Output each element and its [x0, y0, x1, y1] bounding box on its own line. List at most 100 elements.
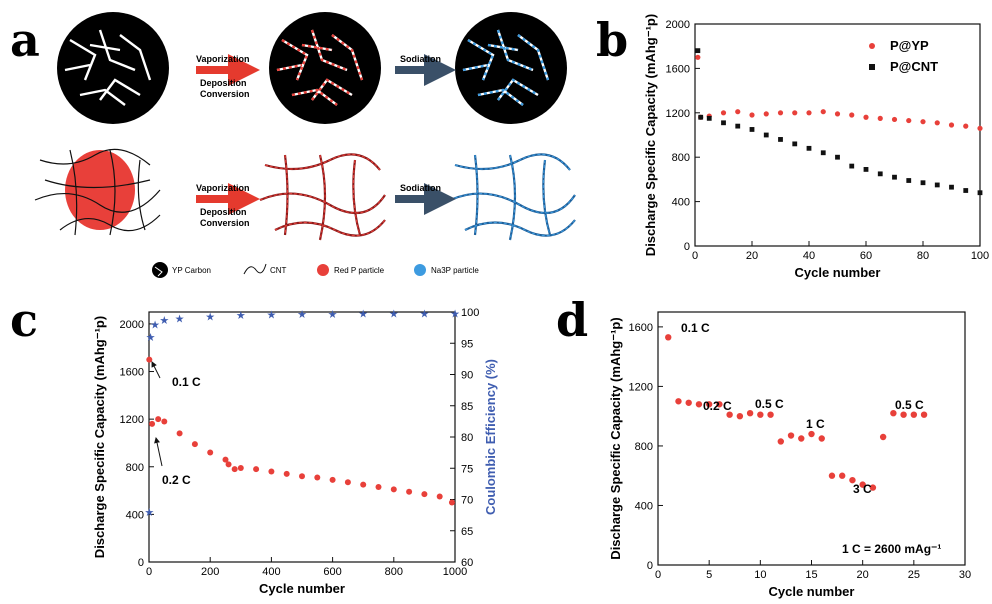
- chart-c-xtick-label: 1000: [443, 566, 467, 578]
- chart-c-series-capacity-point: [314, 474, 321, 481]
- chart-c-y2tick-label: 70: [461, 495, 473, 507]
- chart-b-xtick-label: 20: [746, 250, 758, 262]
- chart-d-ytick-label: 1600: [629, 322, 653, 334]
- chart-d-series-capacity-point: [798, 435, 805, 442]
- chart-c-plot-frame: [148, 311, 456, 563]
- cnt-network-blue: [449, 153, 576, 241]
- chart-c-series-capacity-point: [225, 461, 232, 468]
- chart-b-ytick-label: 400: [672, 197, 690, 209]
- chart-d-series-capacity-point: [920, 411, 928, 418]
- yp-carbon-circle: [57, 12, 169, 124]
- chart-b-series-p-yp-point: [695, 54, 701, 60]
- chart-d-series-capacity-point: [746, 410, 754, 417]
- chart-b-legend-p-yp: P@YP: [890, 38, 929, 53]
- chart-d-xtick-label: 20: [857, 569, 869, 581]
- chart-c-series-capacity-point: [448, 499, 455, 506]
- chart-c-y2tick-label: 100: [461, 307, 479, 319]
- chart-b-series-p-yp-point: [877, 115, 883, 121]
- chart-b-xtick-label: 60: [860, 250, 872, 262]
- chart-c: 0 200 400 600 800 1000 0 400 800 1200 1600 2000 Cycl…: [92, 307, 498, 596]
- chart-c-ytick-label: 1200: [120, 414, 144, 426]
- chart-d-rate-label: 0.1 C: [681, 321, 710, 335]
- chart-c-y2tick-label: 90: [461, 370, 473, 382]
- chart-c-series-capacity-point: [231, 466, 238, 473]
- schematic-panel: Vaporization Deposition Conversion Sodia…: [34, 12, 576, 278]
- chart-d-series-capacity-point: [695, 401, 703, 408]
- chart-c-series-ce-point: ★: [266, 310, 276, 322]
- chart-b-series-p-yp-point: [820, 109, 826, 115]
- chart-b-series-p-cnt-point: [906, 178, 912, 183]
- chart-c-ytick-label: 0: [138, 557, 144, 569]
- chart-c-ytick-label: 400: [126, 509, 144, 521]
- chart-b-series-p-cnt-point: [763, 132, 769, 138]
- chart-c-series-capacity-point: [176, 430, 183, 437]
- chart-d-series-capacity-point: [757, 411, 764, 418]
- chart-b-xlabel: Cycle number: [795, 265, 881, 280]
- sodiation-label-2: Sodiation: [400, 183, 441, 193]
- chart-c-series-ce-point: ★: [150, 320, 160, 332]
- chart-c-series-ce-point: ★: [205, 311, 215, 323]
- chart-c-xlabel: Cycle number: [259, 581, 345, 596]
- chart-c-series-capacity-point: [406, 488, 413, 495]
- chart-d-rate-label: 1 C: [806, 417, 825, 431]
- chart-b-legend-p-cnt-marker: [869, 64, 875, 70]
- cnt-network-red-p: [34, 148, 161, 236]
- chart-c-y2tick-label: 75: [461, 463, 473, 475]
- chart-b-series-p-yp-point: [863, 114, 869, 120]
- chart-c-xtick-label: 400: [262, 566, 280, 578]
- chart-c-series-capacity-point: [191, 441, 198, 448]
- chart-b-series-p-yp-point: [891, 116, 898, 123]
- chart-c-series-capacity-point: [222, 456, 229, 463]
- chart-d-rate-label: 0.5 C: [895, 398, 924, 412]
- legend-yp-carbon: YP Carbon: [172, 266, 211, 275]
- chart-b-series-p-yp-point: [777, 110, 784, 116]
- cnt-network-red: [259, 153, 386, 241]
- chart-d-series-capacity-point: [828, 472, 836, 479]
- chart-b-ytick-label: 1600: [666, 63, 690, 75]
- chart-d-rate-label: 0.5 C: [755, 397, 784, 411]
- chart-d-series-capacity-point: [787, 432, 795, 439]
- chart-d-series-capacity-point: [890, 410, 897, 417]
- chart-d-series-capacity-point: [716, 401, 723, 408]
- chart-b-series-p-yp-point: [963, 123, 969, 129]
- chart-d-series-capacity-point: [767, 411, 774, 418]
- chart-b-series-p-yp-point: [792, 110, 798, 116]
- chart-b-series-p-cnt-point: [792, 141, 798, 147]
- chart-d-series-capacity-point: [736, 412, 744, 420]
- chart-b-series-p-yp-point: [906, 117, 912, 124]
- chart-d-xtick-label: 0: [655, 569, 661, 581]
- chart-b-xtick-label: 0: [692, 250, 698, 262]
- vaporization-label-1: Vaporization: [196, 54, 250, 64]
- legend-red-p: Red P particle: [334, 266, 385, 275]
- chart-d-series-capacity-point: [685, 399, 692, 406]
- chart-d-series-capacity-point: [900, 411, 907, 418]
- chart-c-y2tick-label: 60: [461, 557, 473, 569]
- chart-b-xtick-label: 40: [803, 250, 815, 262]
- chart-d-series-capacity-point: [808, 430, 815, 438]
- chart-b-ytick-label: 800: [672, 152, 690, 164]
- chart-b-series-p-yp-point: [806, 110, 812, 116]
- chart-c-annotation-0.1c: 0.1 C: [172, 375, 201, 389]
- chart-c-series-ce-point: ★: [419, 308, 429, 320]
- chart-c-series-capacity-point: [283, 470, 290, 477]
- chart-c-series-ce-point: ★: [144, 507, 154, 519]
- chart-c-series-capacity-point: [146, 356, 153, 363]
- vaporization-label-2: Vaporization: [196, 183, 250, 193]
- chart-c-series-ce-point: ★: [175, 313, 185, 325]
- red-p-circle: [269, 12, 381, 124]
- chart-b-series-p-cnt-point: [849, 163, 855, 169]
- chart-b-ytick-label: 2000: [666, 19, 690, 31]
- chart-c-y2tick-label: 85: [461, 401, 473, 413]
- chart-c-ytick-label: 1600: [120, 367, 144, 379]
- chart-d-rate-label: 3 C: [853, 482, 872, 496]
- chart-d-rate-label: 0.2 C: [703, 399, 732, 413]
- chart-b-series-p-cnt-point: [877, 171, 883, 177]
- chart-b-series-p-cnt-point: [977, 190, 983, 196]
- chart-c-series-ce-point: ★: [389, 308, 399, 320]
- chart-b-series-p-yp-point: [849, 112, 855, 118]
- chart-c-ytick-label: 2000: [120, 319, 144, 331]
- chart-c-y2label: Coulombic Efficiency (%): [483, 359, 498, 515]
- chart-b-series-p-cnt-point: [920, 180, 926, 186]
- chart-b-series-p-cnt-point: [778, 137, 783, 142]
